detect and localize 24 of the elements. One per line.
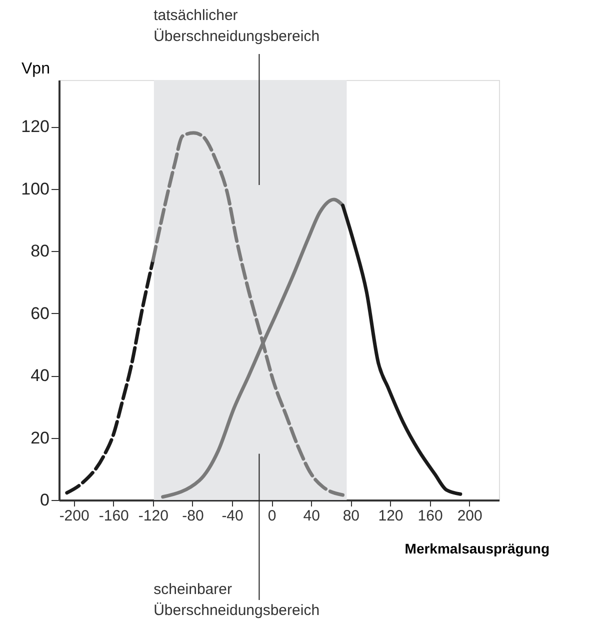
- line-series: [341, 204, 462, 496]
- x-tick-label: 120: [378, 508, 404, 524]
- x-tick-label: -160: [98, 508, 129, 524]
- y-tick-label: 60: [30, 304, 50, 323]
- y-tick-label: 20: [30, 428, 50, 448]
- x-tick-label: -120: [138, 508, 168, 524]
- x-tick-label: 40: [303, 508, 320, 524]
- y-axis-title: Vpn: [22, 60, 50, 78]
- text: scheinbarer Überschneidungsbereich: [154, 581, 320, 619]
- y-tick-label: 120: [21, 117, 50, 136]
- y-tick-label: 40: [30, 366, 50, 386]
- y-tick-label: 80: [30, 242, 50, 261]
- x-tick-label: 80: [342, 508, 360, 524]
- y-tick-label: 100: [21, 179, 50, 198]
- x-tick-label: 160: [418, 508, 443, 524]
- x-tick-label: -200: [59, 508, 90, 524]
- x-tick-label: 0: [268, 508, 276, 524]
- x-tick-label: 200: [457, 508, 482, 524]
- text: tatsächlicher Überschneidungsbereich: [154, 7, 320, 45]
- x-tick-label: -40: [222, 508, 244, 524]
- x-axis-title: Merkmalsausprägung: [404, 540, 550, 556]
- x-tick-label: -80: [182, 508, 204, 524]
- line-series: [65, 258, 155, 495]
- y-tick-label: 0: [40, 490, 50, 510]
